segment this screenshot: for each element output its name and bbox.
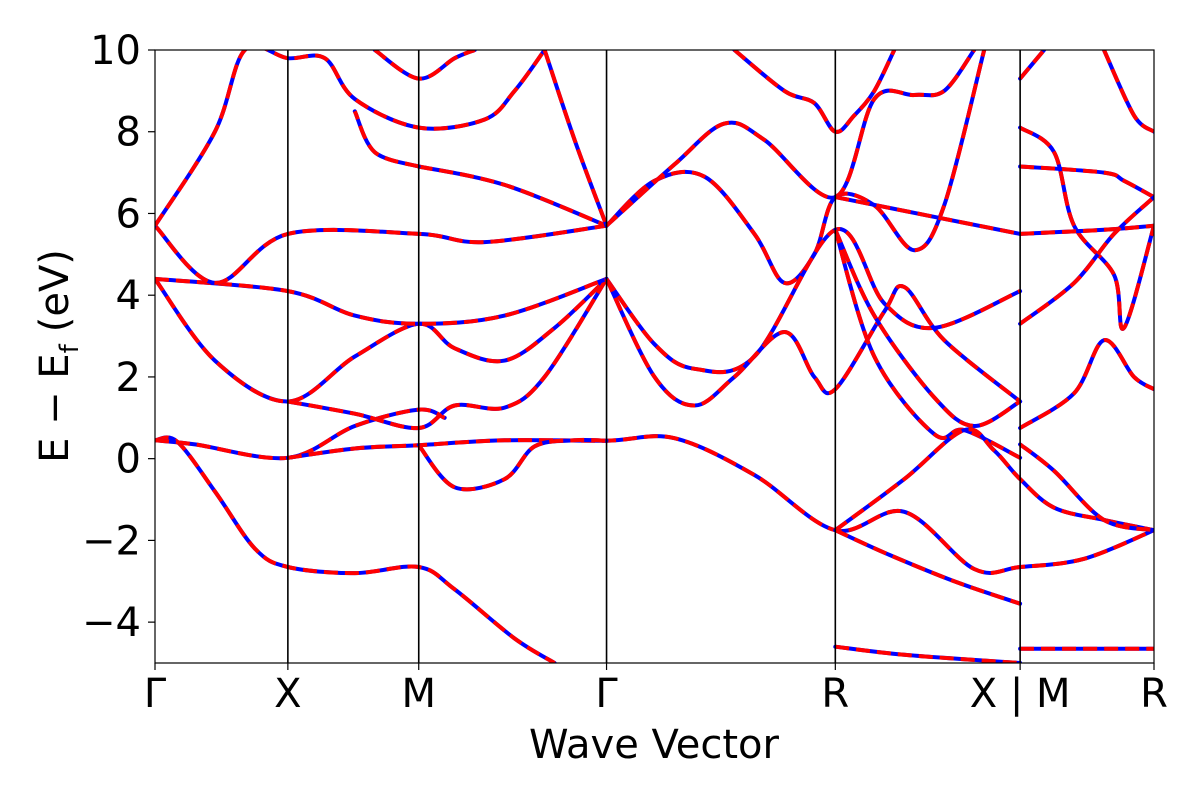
band-line-red: [155, 223, 607, 285]
y-tick-label: 4: [116, 273, 141, 319]
y-tick-label: −4: [82, 600, 141, 646]
band-line-red: [834, 528, 1021, 606]
band-line-red: [417, 437, 607, 492]
x-axis-label: Wave Vector: [529, 722, 780, 768]
y-axis-label-sub: f: [55, 343, 85, 353]
x-tick-label: X | M: [970, 671, 1071, 717]
y-axis-ticks: −4 −2 0 2 4 6 8 10: [82, 28, 155, 646]
band-line-red: [604, 278, 1022, 408]
band-line-red: [833, 228, 1022, 428]
band-line-red: [834, 195, 1021, 236]
x-tick-label: X: [274, 671, 301, 717]
y-tick-label: 10: [90, 28, 141, 74]
band-line-red: [542, 50, 609, 227]
band-line-red: [834, 427, 1154, 533]
band-line-red: [1019, 338, 1154, 430]
band-line-red: [418, 164, 608, 228]
x-tick-label: Γ: [595, 671, 618, 717]
band-line-red: [1018, 195, 1154, 326]
band-line-red: [1019, 164, 1154, 199]
y-tick-label: 8: [116, 110, 141, 156]
band-line-red: [373, 50, 476, 81]
kpoint-lines: [287, 50, 1021, 663]
band-line-red: [604, 227, 1021, 375]
y-tick-label: 6: [116, 191, 141, 237]
plot-area: [155, 50, 1154, 663]
y-axis-label-unit: (eV): [32, 249, 78, 332]
band-line-red: [155, 276, 608, 326]
band-line-red: [1102, 50, 1154, 134]
plot-frame: [154, 49, 1155, 664]
band-line-red: [155, 50, 547, 227]
band-line-red: [833, 229, 1022, 460]
y-tick-label: 2: [116, 355, 141, 401]
x-axis-ticks: Γ X M Γ R X | M R: [144, 663, 1168, 717]
band-line-red: [605, 50, 976, 228]
band-line-blue: [1018, 223, 1154, 236]
x-tick-label: R: [1140, 671, 1168, 717]
x-tick-label: M: [401, 671, 436, 717]
x-tick-label: R: [821, 671, 849, 717]
band-line-red: [1018, 125, 1154, 331]
y-axis-label: E − Ef (eV): [32, 249, 85, 463]
band-line-blue: [1018, 442, 1154, 533]
band-line-red: [352, 110, 420, 169]
svg-text:E − Ef(eV): E − Ef (eV): [32, 249, 85, 463]
band-line-red: [1018, 50, 1046, 80]
band-line-red: [155, 277, 608, 404]
band-line-red: [155, 435, 556, 663]
band-line-red: [835, 644, 1021, 663]
y-axis-label-main: E − E: [32, 353, 78, 463]
x-tick-label: Γ: [144, 671, 167, 717]
band-line-red: [287, 277, 609, 431]
y-tick-label: −2: [82, 518, 141, 564]
y-tick-label: 0: [116, 437, 141, 483]
